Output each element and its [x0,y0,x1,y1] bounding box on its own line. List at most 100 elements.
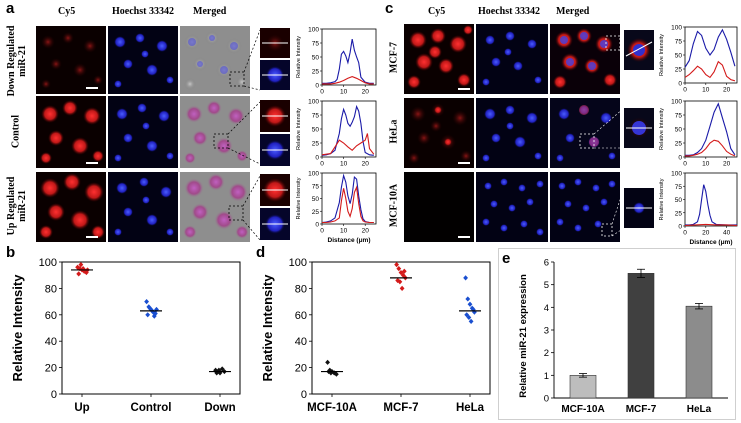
profile-xtick-label: 0 [683,87,687,94]
data-point [334,371,339,377]
data-point [399,285,405,291]
xtick-label: MCF-7 [626,404,657,415]
a-header-hoechst: Hoechst 33342 [112,6,174,17]
c-profile-chart-1: 0 25 50 75 100 0 10 20 Relative Intensity [659,25,738,94]
profile-series-line-2 [684,60,736,82]
ytick-label: 4 [544,303,549,314]
profile-ytick-label: 0 [678,155,682,162]
ytick-label: 5 [544,280,549,291]
profile-xtick-label: 0 [320,89,324,96]
data-point [468,318,474,324]
xtick-label: MCF-10A [561,404,604,415]
xtick-label: MCF-7 [383,402,418,414]
panel-a: Cy5 Hoechst 33342 Merged Down Regulated … [0,0,380,244]
xtick-label: MCF-10A [307,402,357,414]
profile-ytick-label: 0 [678,224,682,231]
profile-series-line-2 [684,223,738,227]
c-profile-chart-2: 0 25 50 75 100 0 10 20 Relative Intensity [659,99,738,168]
profile-ytick-label: 25 [312,69,320,76]
ytick-label: 2 [544,348,549,359]
profile-series-line-1 [685,184,737,226]
profile-ylabel: Relative Intensity [659,108,665,150]
a-header-cy5: Cy5 [58,6,76,17]
ytick-label: 40 [45,336,57,348]
bar [569,375,597,399]
profile-ytick-label: 0 [315,155,319,162]
data-point [214,370,220,376]
bar [685,305,713,399]
ytick-label: 80 [45,283,57,295]
xtick-label: HeLa [456,402,485,414]
bar [627,273,655,399]
panel-letter-a: a [6,0,15,17]
profile-ytick-label: 75 [675,113,683,120]
profile-xlabel: Distance (μm) [690,239,733,246]
ytick-label: 1 [544,371,549,382]
profile-ytick-label: 75 [675,39,683,46]
a-profile-chart-2: 0 25 50 75 100 0 10 20 Relative Intensity [296,99,377,168]
c-header-hoechst: Hoechst 33342 [478,6,540,17]
ytick-label: 80 [295,283,307,295]
data-point [144,299,149,305]
panel-e-frame [498,248,736,420]
data-point [394,262,399,268]
profile-xtick-label: 20 [362,89,370,96]
profile-xtick-label: 40 [723,230,731,237]
c-header-merged: Merged [556,6,590,17]
profile-xtick-label: 0 [683,230,687,237]
data-point [151,313,157,319]
profile-series-line-2 [685,139,736,157]
data-point [217,370,223,376]
profile-ytick-label: 25 [312,141,320,148]
chart-d: 0 20 40 60 80 100 Relative Intensity MCF-10A MCF… [260,257,491,414]
xtick-label: Down [204,402,235,414]
profile-xtick-label: 10 [702,161,710,168]
profile-ytick-label: 50 [312,55,320,62]
ytick-label: 0 [544,394,549,405]
a-profile-chart-1: 0 25 50 75 100 0 10 20 Relative Intensity [296,27,377,96]
ytick-label: 60 [295,310,307,322]
profile-ytick-label: 75 [312,41,320,48]
profile-series-line-2 [321,133,375,156]
panel-letter-e: e [502,250,511,267]
xtick-label: Up [74,402,89,414]
c-micrographs [404,24,654,242]
profile-ylabel: Relative Intensity [659,34,665,76]
profile-ytick-label: 75 [675,184,683,191]
ytick-label: 100 [39,257,57,269]
ytick-label: 100 [289,257,307,269]
ytick-label: 20 [45,363,57,375]
profile-frame [684,26,738,84]
c-header-cy5: Cy5 [428,6,446,17]
data-point [213,367,218,373]
profile-ytick-label: 25 [312,209,320,216]
panel-letter-c: c [385,0,394,17]
data-point [465,296,471,302]
profile-xtick-label: 10 [340,228,348,235]
profile-ytick-label: 100 [308,27,319,34]
data-point [76,271,82,277]
y-axis-label: Relative Intensity [10,274,25,382]
profile-xtick-label: 10 [340,161,348,168]
ytick-label: 20 [295,363,307,375]
profile-ytick-label: 50 [312,196,320,203]
ytick-label: 3 [544,326,549,337]
xtick-label: Control [131,402,172,414]
profile-xlabel: Distance (μm) [328,237,371,244]
profile-xtick-label: 20 [702,230,710,237]
data-point [397,279,403,285]
profile-ytick-label: 50 [312,127,320,134]
profile-xtick-label: 20 [362,161,370,168]
profile-ytick-label: 100 [308,171,319,178]
plot-frame [61,261,241,395]
panel-letter-d: d [256,244,266,261]
y-axis-label: Relative miR-21 expression [518,274,529,398]
panel-letter-b: b [6,244,16,261]
chart-b: 0 20 40 60 80 100 Relative Intensity Up Control D… [10,257,241,414]
profile-ytick-label: 25 [675,67,683,74]
profile-xtick-label: 0 [683,161,687,168]
data-point [466,314,472,321]
profile-ytick-label: 50 [675,53,683,60]
panel-c: Cy5 Hoechst 33342 Merged MCF-7 HeLa MCF-… [380,0,741,246]
data-point [398,269,404,276]
